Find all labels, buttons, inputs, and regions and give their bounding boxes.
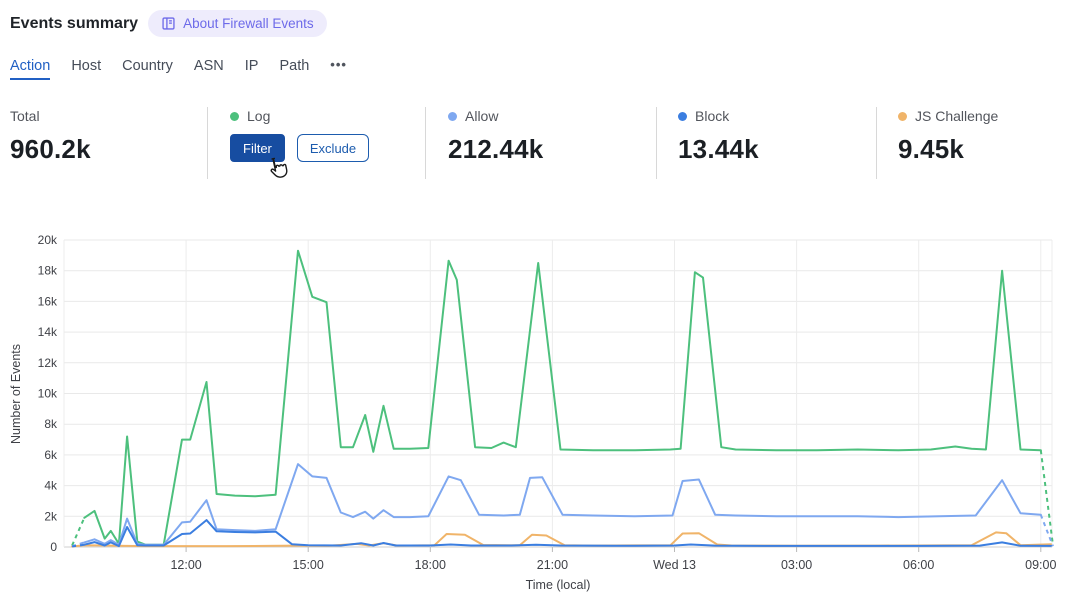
stat-label-row: Log	[230, 107, 369, 125]
stat-cell-allow[interactable]: Allow 212.44k	[448, 107, 543, 165]
y-tick-label: 0	[50, 540, 57, 554]
x-tick-label: 15:00	[293, 558, 324, 572]
stat-value: 960.2k	[10, 134, 91, 164]
page-title: Events summary	[10, 14, 139, 32]
badge-label: About Firewall Events	[183, 16, 314, 31]
stat-divider	[656, 107, 657, 179]
stat-label: JS Challenge	[915, 108, 999, 124]
series-dash-end-allow	[1039, 514, 1054, 547]
stat-label-row: Block	[678, 107, 759, 125]
x-tick-label: 12:00	[170, 558, 201, 572]
x-tick-label: 21:00	[537, 558, 568, 572]
series-dash-start-block	[71, 543, 85, 548]
js-challenge-legend-dot-icon	[898, 111, 907, 121]
tab-action[interactable]: Action	[10, 58, 50, 80]
stat-value: 9.45k	[898, 134, 965, 164]
stat-divider	[425, 107, 426, 179]
tab-bar: Action Host Country ASN IP Path •••	[10, 57, 347, 80]
stat-cell-log[interactable]: Log Filter Exclude	[230, 107, 370, 162]
stat-divider	[876, 107, 877, 179]
stat-label-row: Total	[10, 107, 91, 125]
about-firewall-events-badge[interactable]: About Firewall Events	[148, 10, 327, 37]
stat-cell-block[interactable]: Block 13.44k	[678, 107, 759, 165]
chart-plot-area[interactable]	[64, 240, 1052, 547]
stats-row: Total 960.2k Log Filter Exclude Allow 212.44k B…	[0, 105, 1068, 195]
tab-path[interactable]: Path	[279, 58, 310, 74]
events-chart-svg: 0 2k 4k 6k 8k 10k 12k 14k 16k 18k 20k 12:00 15:00 18:…	[9, 233, 1056, 592]
stat-label: Block	[695, 108, 730, 124]
y-tick-label: 2k	[44, 509, 58, 523]
book-icon	[162, 17, 175, 30]
x-tick-label: 09:00	[1025, 558, 1056, 572]
stat-value: 13.44k	[678, 134, 759, 164]
series-line-allow	[83, 463, 1042, 546]
x-tick-label: 06:00	[903, 558, 934, 572]
tab-asn[interactable]: ASN	[193, 58, 224, 74]
stat-label: Log	[247, 108, 271, 124]
y-tick-label: 18k	[38, 264, 58, 278]
stat-label-row: Allow	[448, 107, 543, 125]
stat-label: Total	[10, 108, 40, 124]
tab-ip[interactable]: IP	[244, 58, 259, 74]
stat-cell-total: Total 960.2k	[10, 107, 91, 165]
y-tick-label: 12k	[38, 356, 58, 370]
series-dash-start-log	[71, 517, 86, 546]
stat-label: Allow	[465, 108, 499, 124]
x-tick-label: 03:00	[781, 558, 812, 572]
x-axis-title: Time (local)	[526, 578, 591, 592]
stat-hover-actions: Filter Exclude	[230, 134, 370, 162]
x-tick-label: Wed 13	[653, 558, 696, 572]
page-header: Events summary About Firewall Events	[10, 10, 327, 37]
block-legend-dot-icon	[678, 111, 687, 121]
x-tick-label: 18:00	[415, 558, 446, 572]
tab-country[interactable]: Country	[122, 58, 173, 74]
events-chart[interactable]: 0 2k 4k 6k 8k 10k 12k 14k 16k 18k 20k 12:00 15:00 18:…	[0, 228, 1068, 598]
log-legend-dot-icon	[230, 111, 239, 121]
stat-divider	[207, 107, 208, 179]
allow-legend-dot-icon	[448, 111, 457, 121]
series-line-log	[83, 249, 1042, 546]
y-axis-title: Number of Events	[9, 344, 23, 444]
y-tick-label: 14k	[38, 325, 58, 339]
exclude-button[interactable]: Exclude	[296, 134, 370, 162]
y-tick-label: 16k	[38, 294, 58, 308]
y-tick-label: 4k	[44, 479, 58, 493]
y-tick-label: 8k	[44, 417, 58, 431]
tabs-more-button[interactable]: •••	[330, 57, 347, 72]
series-line-block	[83, 519, 1052, 548]
stat-value: 212.44k	[448, 134, 544, 164]
y-tick-label: 6k	[44, 448, 58, 462]
y-tick-label: 20k	[38, 233, 58, 247]
tab-host[interactable]: Host	[71, 58, 102, 74]
y-tick-label: 10k	[38, 387, 58, 401]
stat-cell-js-challenge[interactable]: JS Challenge 9.45k	[898, 107, 998, 165]
stat-label-row: JS Challenge	[898, 107, 998, 125]
filter-button[interactable]: Filter	[230, 134, 285, 162]
